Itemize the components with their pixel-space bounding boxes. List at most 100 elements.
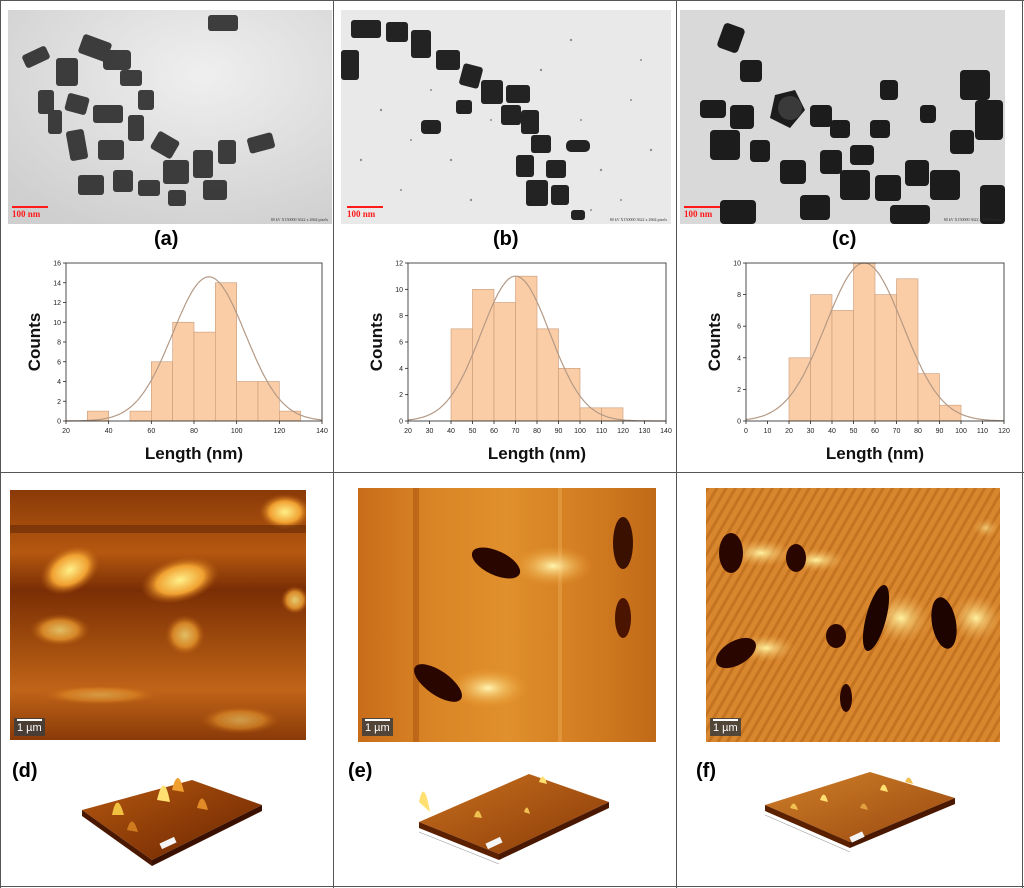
afm-image-f: 1 µm	[706, 488, 1000, 742]
y-axis-label: Counts	[25, 313, 44, 372]
afm-3d-render-d	[82, 777, 262, 866]
histogram-bar	[558, 368, 581, 422]
gaussian-fit-curve	[745, 262, 1005, 422]
y-tick-label: 2	[737, 387, 741, 394]
y-tick-label: 0	[57, 419, 61, 426]
histogram-bar	[279, 410, 301, 422]
x-tick-label: 110	[977, 428, 988, 435]
afm-image-d: 1 µm	[10, 490, 306, 740]
afm-scale-bar-e: 1 µm	[362, 718, 393, 736]
histogram-bar	[151, 361, 173, 422]
x-tick-label: 70	[893, 428, 901, 435]
caption-b: (b)	[493, 228, 519, 250]
afm-3d-render-e	[418, 774, 609, 865]
grid-border-top	[0, 0, 1024, 1]
grid-border-right	[1022, 0, 1023, 888]
x-tick-label: 60	[490, 428, 498, 435]
x-axis-label: Length (nm)	[145, 444, 243, 463]
x-tick-label: 90	[936, 428, 944, 435]
y-tick-label: 16	[53, 261, 61, 268]
x-tick-label: 0	[744, 428, 748, 435]
afm-scale-bar-f: 1 µm	[710, 718, 741, 736]
histogram-bar	[853, 262, 876, 422]
histogram-bar	[536, 328, 559, 422]
y-tick-label: 8	[737, 292, 741, 299]
x-tick-label: 20	[62, 428, 70, 435]
grid-divider-vertical-1	[333, 0, 334, 888]
histogram-b: 20 30 40 50 60 70 80 90 100 110 120 130 140 0 2 4 6 8 10 12…	[367, 261, 672, 464]
tem-meta-b: 80 kV X150000 3622 x 2664 pixels	[609, 217, 667, 222]
x-tick-label: 50	[850, 428, 858, 435]
x-tick-label: 50	[469, 428, 477, 435]
y-axis-label: Counts	[367, 313, 386, 372]
x-tick-label: 80	[190, 428, 198, 435]
x-tick-label: 40	[828, 428, 836, 435]
x-tick-label: 70	[512, 428, 520, 435]
x-tick-label: 30	[426, 428, 434, 435]
histogram-bar	[810, 294, 833, 422]
caption-c: (c)	[832, 228, 857, 250]
histogram-bar	[257, 381, 280, 422]
y-tick-label: 0	[737, 419, 741, 426]
histogram-bar	[493, 302, 516, 422]
x-tick-label: 120	[617, 428, 629, 435]
x-tick-label: 80	[533, 428, 541, 435]
x-axis-label: Length (nm)	[488, 444, 586, 463]
x-tick-label: 40	[447, 428, 455, 435]
histogram-bar	[874, 294, 897, 422]
caption-d: (d)	[12, 760, 38, 782]
grid-border-left	[0, 0, 1, 888]
histogram-a: 20 40 60 80 100 120 140 0 2 4 6 8 10 12 14 16 Length (nm…	[25, 261, 328, 464]
y-tick-label: 8	[57, 340, 61, 347]
y-tick-label: 4	[737, 355, 741, 362]
y-tick-label: 4	[57, 379, 61, 386]
histogram-c: 0 10 20 30 40 50 60 70 80 90 100 110 120 0 2 4 6 8 10 Lengt…	[705, 261, 1010, 464]
y-tick-label: 12	[395, 261, 403, 268]
tem-meta-c: 80 kV X150000 3622 x 2664 pixels	[943, 217, 1001, 222]
y-tick-label: 4	[399, 366, 403, 373]
histogram-bar	[896, 278, 919, 422]
x-tick-label: 130	[639, 428, 651, 435]
y-tick-label: 0	[399, 419, 403, 426]
tem-scale-bar-b: 100 nm	[347, 206, 383, 219]
histogram-bar	[193, 331, 216, 422]
x-tick-label: 20	[785, 428, 793, 435]
grid-divider-horizontal	[0, 472, 1024, 473]
x-tick-label: 120	[273, 428, 285, 435]
tem-scale-bar-c: 100 nm	[684, 206, 720, 219]
x-tick-label: 30	[807, 428, 815, 435]
histogram-bar	[172, 321, 195, 422]
x-tick-label: 60	[871, 428, 879, 435]
gaussian-fit-curve	[66, 276, 323, 422]
x-tick-label: 10	[764, 428, 772, 435]
x-tick-label: 90	[555, 428, 563, 435]
x-tick-label: 140	[316, 428, 328, 435]
x-tick-label: 100	[955, 428, 967, 435]
x-tick-label: 60	[147, 428, 155, 435]
x-tick-label: 20	[404, 428, 412, 435]
y-tick-label: 6	[737, 324, 741, 331]
tem-meta-a: 80 kV X150000 3622 x 2664 pixels	[270, 217, 328, 222]
tem-scale-bar-a: 100 nm	[12, 206, 48, 219]
y-tick-label: 10	[53, 320, 61, 327]
grid-divider-vertical-2	[676, 0, 677, 888]
caption-f: (f)	[696, 760, 716, 782]
histogram-bar	[129, 410, 152, 422]
x-tick-label: 80	[914, 428, 922, 435]
grid-border-bottom	[0, 886, 1024, 887]
histogram-bar	[515, 275, 538, 422]
tem-image-a: 100 nm 80 kV X150000 3622 x 2664 pixels	[8, 10, 332, 224]
histogram-bar	[579, 407, 602, 422]
afm-image-e: 1 µm	[358, 488, 656, 742]
x-tick-label: 100	[231, 428, 243, 435]
x-tick-label: 100	[574, 428, 586, 435]
y-tick-label: 6	[399, 340, 403, 347]
afm-3d-render-f	[764, 772, 955, 853]
x-axis-label: Length (nm)	[826, 444, 924, 463]
y-tick-label: 6	[57, 359, 61, 366]
x-tick-label: 120	[998, 428, 1010, 435]
x-tick-label: 140	[660, 428, 672, 435]
caption-e: (e)	[348, 760, 373, 782]
x-tick-label: 40	[105, 428, 113, 435]
afm-scale-bar-d: 1 µm	[14, 718, 45, 736]
